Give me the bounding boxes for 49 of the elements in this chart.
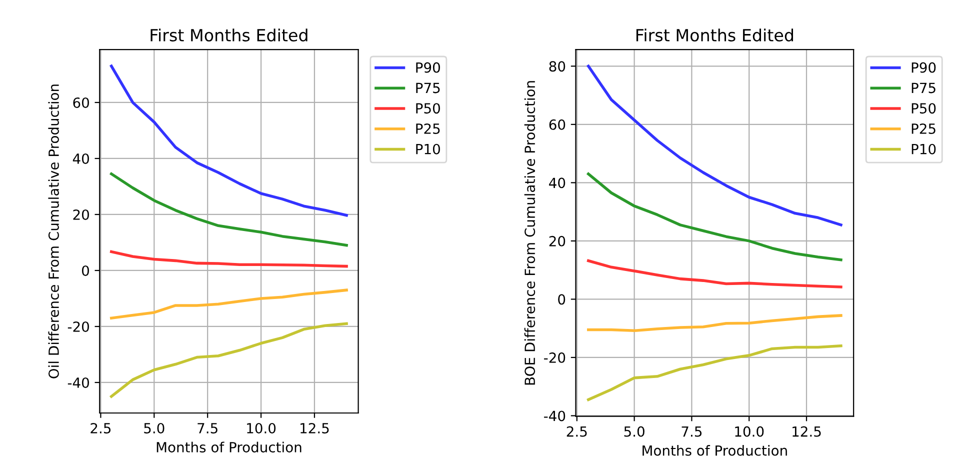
y-tick-label: 80 [549, 61, 566, 72]
y-tick-label: 0 [558, 294, 566, 305]
x-tick-label: 10.0 [735, 426, 764, 437]
y-tick-label: -40 [68, 377, 89, 388]
y-axis-title: Oil Difference From Cumulative Production [48, 84, 59, 378]
x-tick-label: 2.5 [566, 426, 587, 437]
y-tick-label: 20 [73, 209, 89, 220]
x-tick-label: 7.5 [198, 423, 218, 434]
y-tick-label: 60 [73, 97, 89, 108]
legend-label: P50 [912, 103, 936, 114]
line-series [586, 64, 842, 226]
y-tick-label: 20 [549, 236, 566, 246]
legend-label: P75 [416, 82, 440, 94]
legend-label: P75 [912, 82, 936, 94]
x-tick-label: 2.5 [90, 422, 111, 434]
x-tick-label: 7.5 [682, 426, 702, 437]
legend-label: P90 [416, 62, 440, 73]
y-tick-label: 40 [72, 153, 89, 164]
legend-label: P50 [416, 103, 440, 114]
legend-label: P25 [912, 123, 936, 134]
x-tick-label: 5.0 [144, 422, 164, 434]
y-tick-label: -20 [68, 321, 89, 332]
chart-title: First Months Edited [150, 28, 308, 42]
y-axis-title: BOE Difference From Cumulative Production [524, 81, 536, 385]
line-series [586, 344, 842, 402]
line-series [110, 322, 348, 398]
y-tick-label: -20 [544, 352, 566, 363]
y-tick-label: -40 [544, 410, 566, 422]
x-axis-title: Months of Production [642, 445, 787, 456]
x-axis-title: Months of Production [156, 442, 302, 452]
x-tick-label: 12.5 [300, 422, 329, 434]
legend-label: P25 [416, 123, 440, 134]
x-tick-label: 10.0 [247, 422, 276, 434]
legend-label: P10 [912, 144, 936, 154]
line-series [110, 172, 348, 247]
chart-title: First Months Edited [636, 28, 794, 42]
legend-label: P90 [912, 62, 936, 73]
line-series [586, 314, 842, 332]
legend-label: P10 [416, 144, 440, 154]
line-series [586, 259, 842, 288]
line-series [110, 250, 348, 268]
y-tick-label: 0 [82, 265, 89, 276]
x-tick-label: 12.5 [792, 426, 821, 437]
y-tick-label: 40 [549, 178, 566, 188]
line-series [110, 288, 348, 320]
y-tick-label: 60 [549, 119, 566, 130]
line-series [110, 64, 348, 217]
line-series [586, 172, 842, 262]
x-tick-label: 5.0 [624, 426, 644, 437]
